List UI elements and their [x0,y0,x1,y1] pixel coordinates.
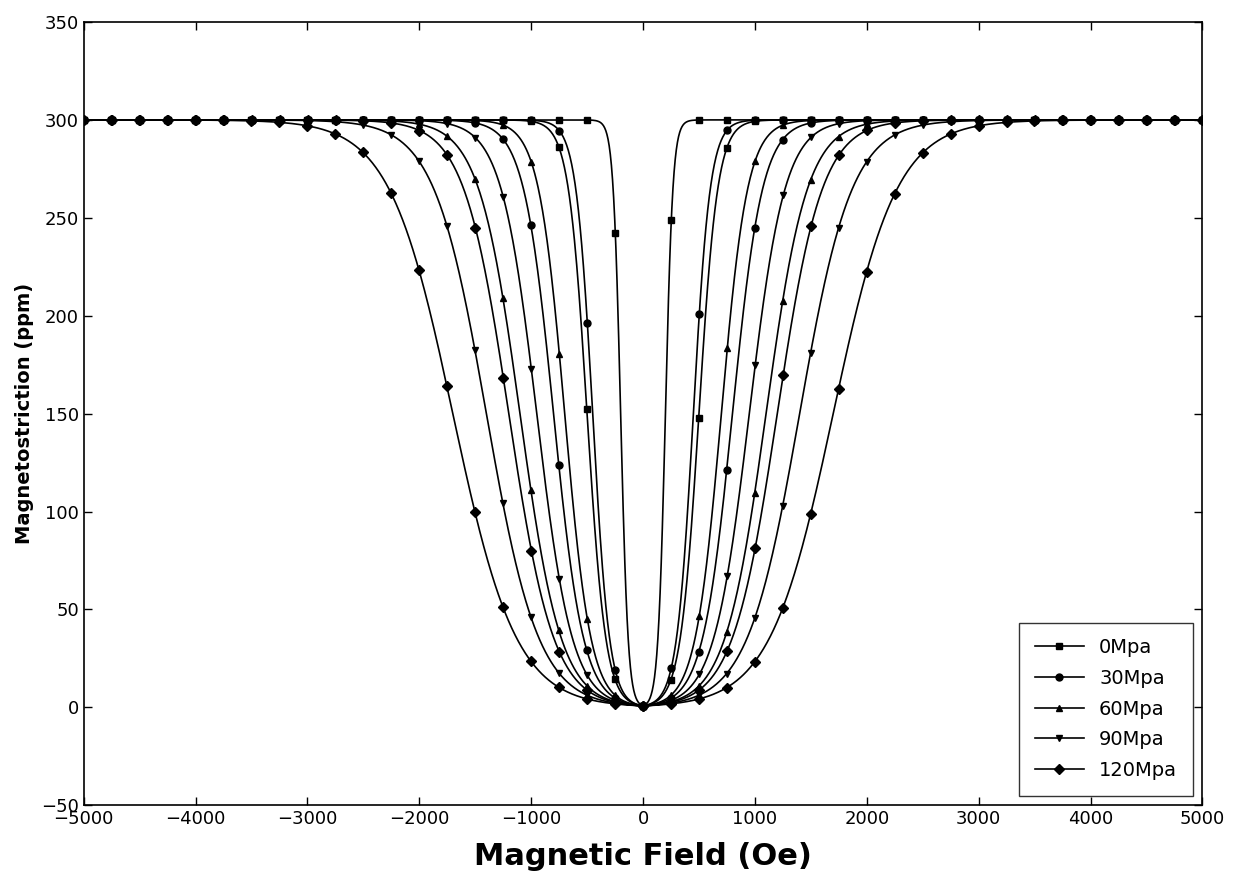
30Mpa [76,114,91,125]
60Mpa [76,114,91,125]
60Mpa [1195,114,1210,125]
90Mpa [76,114,91,125]
90Mpa [1195,114,1210,125]
30Mpa [237,114,252,125]
90Mpa [237,114,252,125]
120Mpa [1195,114,1210,125]
0Mpa [583,115,598,126]
60Mpa [584,634,599,645]
120Mpa [1016,114,1030,125]
0Mpa [1127,114,1142,125]
60Mpa [131,114,146,125]
90Mpa [1016,114,1030,125]
Y-axis label: Magnetostriction (ppm): Magnetostriction (ppm) [15,283,33,544]
90Mpa [636,701,651,711]
30Mpa [1195,114,1210,125]
30Mpa [636,701,651,711]
120Mpa [76,114,91,125]
30Mpa [1195,114,1210,125]
120Mpa [237,115,252,126]
120Mpa [636,701,651,711]
0Mpa [131,114,146,125]
X-axis label: Magnetic Field (Oe): Magnetic Field (Oe) [474,842,812,871]
90Mpa [254,114,269,125]
60Mpa [1195,114,1210,125]
90Mpa [131,114,146,125]
0Mpa [1195,114,1210,125]
120Mpa [254,116,269,127]
30Mpa [584,384,599,394]
120Mpa [584,688,599,698]
120Mpa [131,114,146,125]
0Mpa [1016,114,1030,125]
Line: 30Mpa: 30Mpa [81,116,1205,710]
0Mpa [254,114,269,125]
90Mpa [584,676,599,687]
Line: 60Mpa: 60Mpa [81,116,1205,710]
0Mpa [636,701,651,711]
Legend: 0Mpa, 30Mpa, 60Mpa, 90Mpa, 120Mpa: 0Mpa, 30Mpa, 60Mpa, 90Mpa, 120Mpa [1019,623,1193,796]
60Mpa [254,114,269,125]
Line: 90Mpa: 90Mpa [81,116,1205,710]
120Mpa [1127,114,1142,125]
120Mpa [1195,114,1210,125]
60Mpa [1016,114,1030,125]
90Mpa [1127,114,1142,125]
0Mpa [1195,114,1210,125]
30Mpa [131,114,146,125]
30Mpa [1016,114,1030,125]
Line: 0Mpa: 0Mpa [81,116,1205,710]
60Mpa [1127,114,1142,125]
30Mpa [1127,114,1142,125]
0Mpa [237,114,252,125]
90Mpa [1195,114,1210,125]
30Mpa [254,114,269,125]
Line: 120Mpa: 120Mpa [81,116,1205,710]
60Mpa [237,114,252,125]
60Mpa [636,701,651,711]
